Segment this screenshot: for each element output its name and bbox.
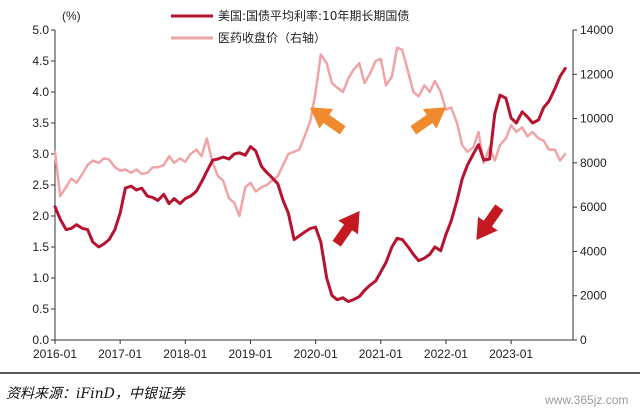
left-axis-ticks: 0.0 0.5 1.0 1.5 2.0 2.5 3.0 3.5 4.0 4.5 5.0 (32, 23, 55, 347)
series-line-pharma-index (53, 46, 567, 218)
right-axis-ticks: 0 2000 4000 6000 8000 10000 12000 14000 (573, 23, 614, 347)
trend-arrow-down (410, 107, 447, 135)
x-tick-label: 2023-01 (489, 347, 533, 361)
x-tick-label: 2021-01 (359, 347, 403, 361)
left-tick-label: 1.5 (32, 240, 49, 254)
left-tick-label: 3.0 (32, 147, 49, 161)
left-tick-label: 2.5 (32, 178, 49, 192)
legend-label-pharma: 医药收盘价（右轴） (218, 30, 326, 45)
right-tick-label: 12000 (580, 67, 614, 81)
series-layer (53, 46, 567, 304)
right-tick-label: 0 (580, 333, 587, 347)
x-tick-label: 2022-01 (424, 347, 468, 361)
x-tick-label: 2017-01 (98, 347, 142, 361)
left-tick-label: 3.5 (32, 116, 49, 130)
trend-arrow-shape (476, 204, 504, 241)
left-tick-label: 1.0 (32, 271, 49, 285)
x-tick-label: 2018-01 (163, 347, 207, 361)
right-tick-label: 8000 (580, 156, 607, 170)
left-tick-label: 4.0 (32, 85, 49, 99)
trend-arrow-shape (332, 210, 360, 247)
series-line-us-10y-yield (53, 66, 567, 304)
right-tick-label: 2000 (580, 289, 607, 303)
x-tick-label: 2019-01 (228, 347, 272, 361)
legend-label-yield: 美国:国债平均利率:10年期长期国债 (218, 8, 409, 23)
trend-arrow-shape (309, 107, 346, 135)
trend-arrow-down (332, 210, 360, 247)
left-tick-label: 5.0 (32, 23, 49, 37)
left-tick-label: 0.0 (32, 333, 49, 347)
x-tick-label: 2020-01 (294, 347, 338, 361)
legend: 美国:国债平均利率:10年期长期国债 医药收盘价（右轴） (171, 8, 409, 45)
left-tick-label: 2.0 (32, 209, 49, 223)
source-note: 资料来源：iFinD，中银证券 (6, 386, 186, 402)
right-tick-label: 10000 (580, 112, 614, 126)
trend-arrow-up (476, 204, 504, 241)
trend-arrow-shape (410, 107, 447, 135)
right-tick-label: 14000 (580, 23, 614, 37)
x-tick-label: 2016-01 (33, 347, 77, 361)
trend-arrow-up (309, 107, 346, 135)
right-tick-label: 6000 (580, 200, 607, 214)
left-axis-unit-label: (%) (62, 9, 81, 23)
right-tick-label: 4000 (580, 244, 607, 258)
annotation-arrows (309, 107, 504, 247)
x-axis-ticks: 2016-01 2017-01 2018-01 2019-01 2020-01 2021-… (33, 340, 533, 361)
watermark: www.365jz.com (544, 393, 628, 407)
left-tick-label: 4.5 (32, 54, 49, 68)
left-tick-label: 0.5 (32, 302, 49, 316)
